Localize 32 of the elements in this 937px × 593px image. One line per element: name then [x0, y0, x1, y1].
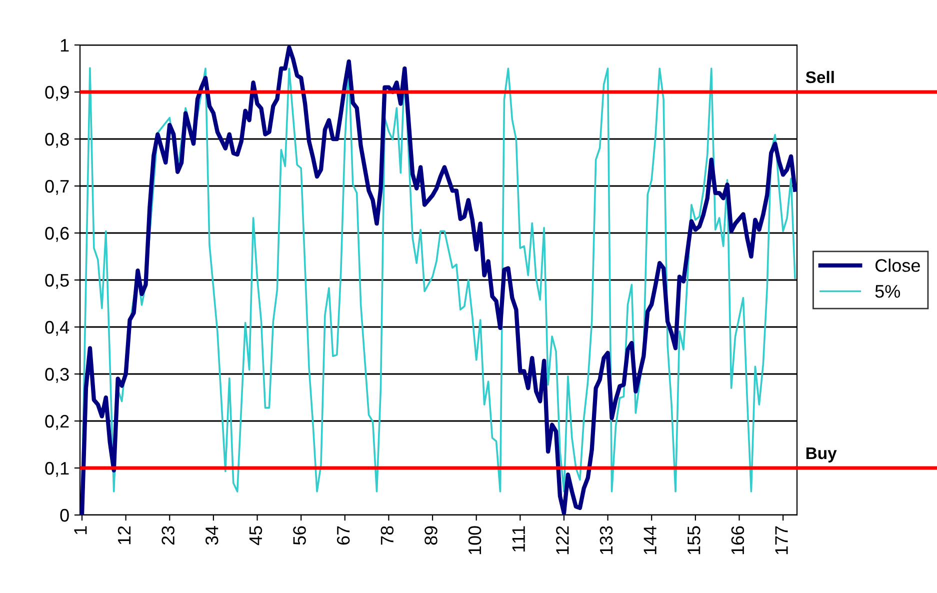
x-tick-label: 177 [775, 526, 788, 554]
x-tick-label: 122 [556, 526, 569, 554]
x-tick-label: 45 [250, 526, 262, 546]
y-tick-label: 0,9 [45, 86, 69, 101]
x-tick-label: 89 [424, 526, 438, 545]
y-tick-label: 0 [60, 508, 69, 522]
y-tick-label: 0,8 [45, 132, 69, 148]
ref-line-label: Buy [806, 448, 837, 462]
x-tick-label: 155 [688, 526, 700, 554]
x-tick-label: 100 [468, 526, 482, 554]
x-tick-label: 144 [644, 526, 656, 554]
legend-label: 5% [875, 285, 900, 298]
x-tick-label: 133 [600, 526, 613, 554]
x-tick-label: 23 [162, 526, 174, 545]
y-tick-label: 0,1 [45, 462, 69, 477]
y-tick-label: 0,5 [45, 274, 69, 289]
legend-label: Close [876, 258, 920, 272]
x-tick-label: 12 [118, 526, 130, 544]
y-tick-label: 0,4 [45, 320, 70, 336]
x-tick-label: 111 [512, 526, 525, 552]
y-tick-label: 1 [60, 39, 69, 52]
x-tick-label: 78 [380, 526, 394, 545]
x-tick-label: 1 [74, 526, 87, 534]
ref-line-label: Sell [806, 70, 834, 84]
y-tick-label: 0,7 [45, 180, 69, 195]
x-tick-label: 56 [293, 526, 306, 545]
x-tick-label: 67 [336, 526, 350, 545]
y-tick-label: 0,6 [45, 226, 69, 242]
x-tick-label: 34 [206, 526, 218, 545]
x-tick-label: 166 [731, 526, 744, 554]
y-tick-label: 0,2 [45, 414, 69, 430]
y-tick-label: 0,3 [45, 368, 69, 383]
